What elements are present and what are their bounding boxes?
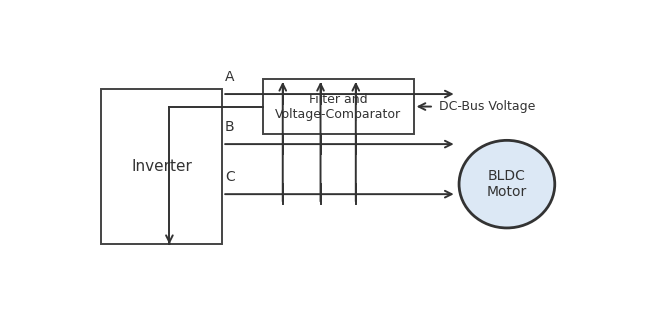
- Bar: [101, 89, 222, 244]
- Text: DC-Bus Voltage: DC-Bus Voltage: [439, 100, 536, 113]
- Text: BLDC
Motor: BLDC Motor: [487, 169, 527, 199]
- Text: Filter and
Voltage-Comparator: Filter and Voltage-Comparator: [275, 93, 401, 121]
- Ellipse shape: [459, 140, 554, 228]
- Text: A: A: [225, 70, 234, 84]
- Text: B: B: [225, 120, 235, 134]
- Text: C: C: [225, 170, 235, 184]
- Bar: [263, 79, 414, 134]
- Text: Inverter: Inverter: [131, 159, 192, 174]
